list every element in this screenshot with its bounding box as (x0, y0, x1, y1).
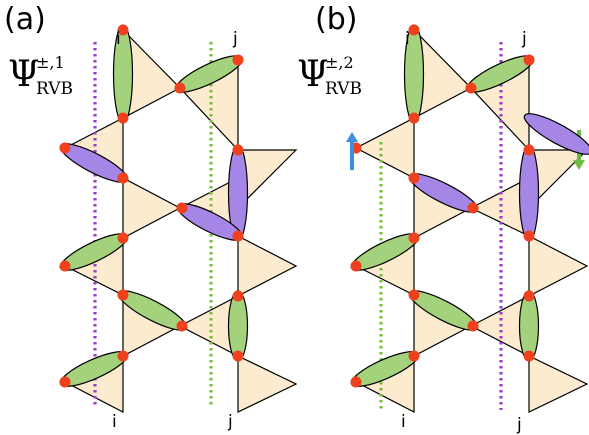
lattice-site (117, 112, 129, 124)
lattice-site (408, 24, 420, 36)
panel-b-wavefunction-label: Ψ ±,2 RVB (297, 53, 362, 99)
lattice-site (350, 260, 362, 272)
lattice-site (59, 376, 71, 388)
lattice-site (232, 144, 244, 156)
triangle (237, 235, 298, 297)
panel-a-wavefunction-label: Ψ ±,1 RVB (8, 53, 73, 99)
panel-a-label: (a) (4, 2, 46, 37)
panel-b-label-bottom-i: i (401, 412, 406, 432)
lattice-site (176, 202, 188, 214)
panel-a (59, 24, 298, 413)
panel-b-label-top-i: i (405, 29, 410, 49)
lattice-site (523, 290, 535, 302)
lattice-site (523, 144, 535, 156)
triangle (354, 117, 415, 179)
lattice-site (408, 232, 420, 244)
lattice-site (350, 376, 362, 388)
triangle (528, 235, 589, 297)
lattice-site (176, 320, 188, 332)
triangle (122, 177, 182, 239)
lattice-site (467, 320, 479, 332)
lattice-site (232, 350, 244, 362)
panel-b-label: (b) (315, 2, 357, 37)
panel-b-label-bottom-j: j (516, 415, 522, 435)
lattice-site (117, 289, 129, 301)
panel-b (346, 24, 589, 413)
lattice-site (117, 350, 129, 362)
lattice-site (523, 350, 535, 362)
singlet-bond-purple (518, 144, 540, 242)
panel-b-psi-superscript: ±,2 (325, 53, 354, 72)
panel-a-label-bottom-j: j (227, 412, 233, 432)
lattice-site (523, 54, 535, 66)
singlet-bond-purple (523, 113, 589, 155)
spin-up-arrow-head (346, 132, 358, 142)
panel-a-label-top-j: j (232, 29, 238, 49)
triangle (237, 355, 298, 413)
lattice-site (408, 350, 420, 362)
triangle (528, 355, 589, 413)
lattice-site (465, 82, 477, 94)
lattice-site (117, 232, 129, 244)
panel-b-psi-subscript: RVB (325, 79, 362, 99)
panel-a-label-top-i: i (116, 29, 121, 49)
lattice-site (59, 142, 71, 154)
lattice-site (232, 230, 244, 242)
lattice-site (232, 290, 244, 302)
panel-a-psi-symbol: Ψ (8, 54, 40, 95)
spin-down-arrow-head (573, 160, 585, 170)
lattice-site (408, 172, 420, 184)
lattice-site (117, 172, 129, 184)
panel-b-label-top-j: j (521, 29, 527, 49)
lattice-site (59, 260, 71, 272)
panel-a-psi-superscript: ±,1 (36, 53, 65, 72)
lattice-site (408, 112, 420, 124)
panel-a-psi-subscript: RVB (36, 79, 73, 99)
lattice-site (232, 54, 244, 66)
panel-a-label-bottom-i: i (112, 412, 117, 432)
lattice-site (408, 289, 420, 301)
panel-b-psi-symbol: Ψ (297, 54, 329, 95)
lattice-site (117, 24, 129, 36)
lattice-site (174, 82, 186, 94)
lattice-site (467, 202, 479, 214)
lattice-site (523, 230, 535, 242)
